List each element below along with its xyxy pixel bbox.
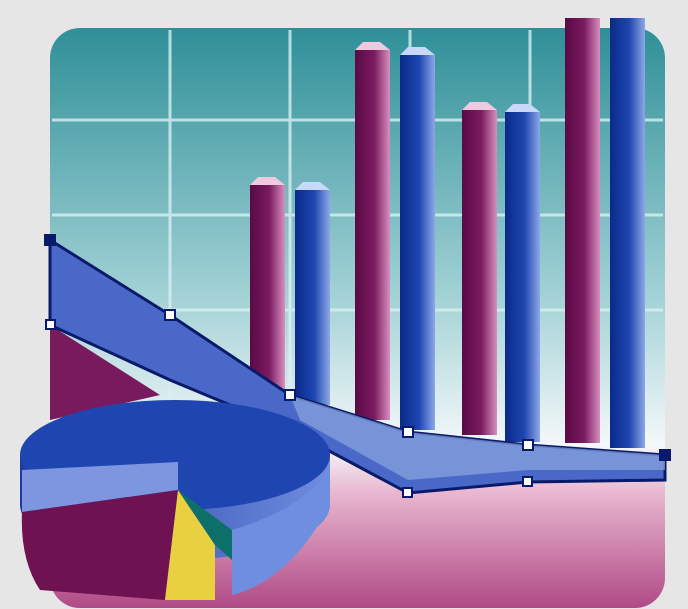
- bar-pair: [355, 42, 435, 430]
- bar-pair: [565, 18, 645, 448]
- area-highlight: [290, 395, 665, 480]
- bar-pair: [462, 102, 540, 442]
- pie: [20, 400, 330, 600]
- bar-pair: [250, 177, 330, 405]
- markers: [44, 234, 671, 498]
- area-purple: [50, 325, 160, 420]
- bars: [250, 18, 645, 448]
